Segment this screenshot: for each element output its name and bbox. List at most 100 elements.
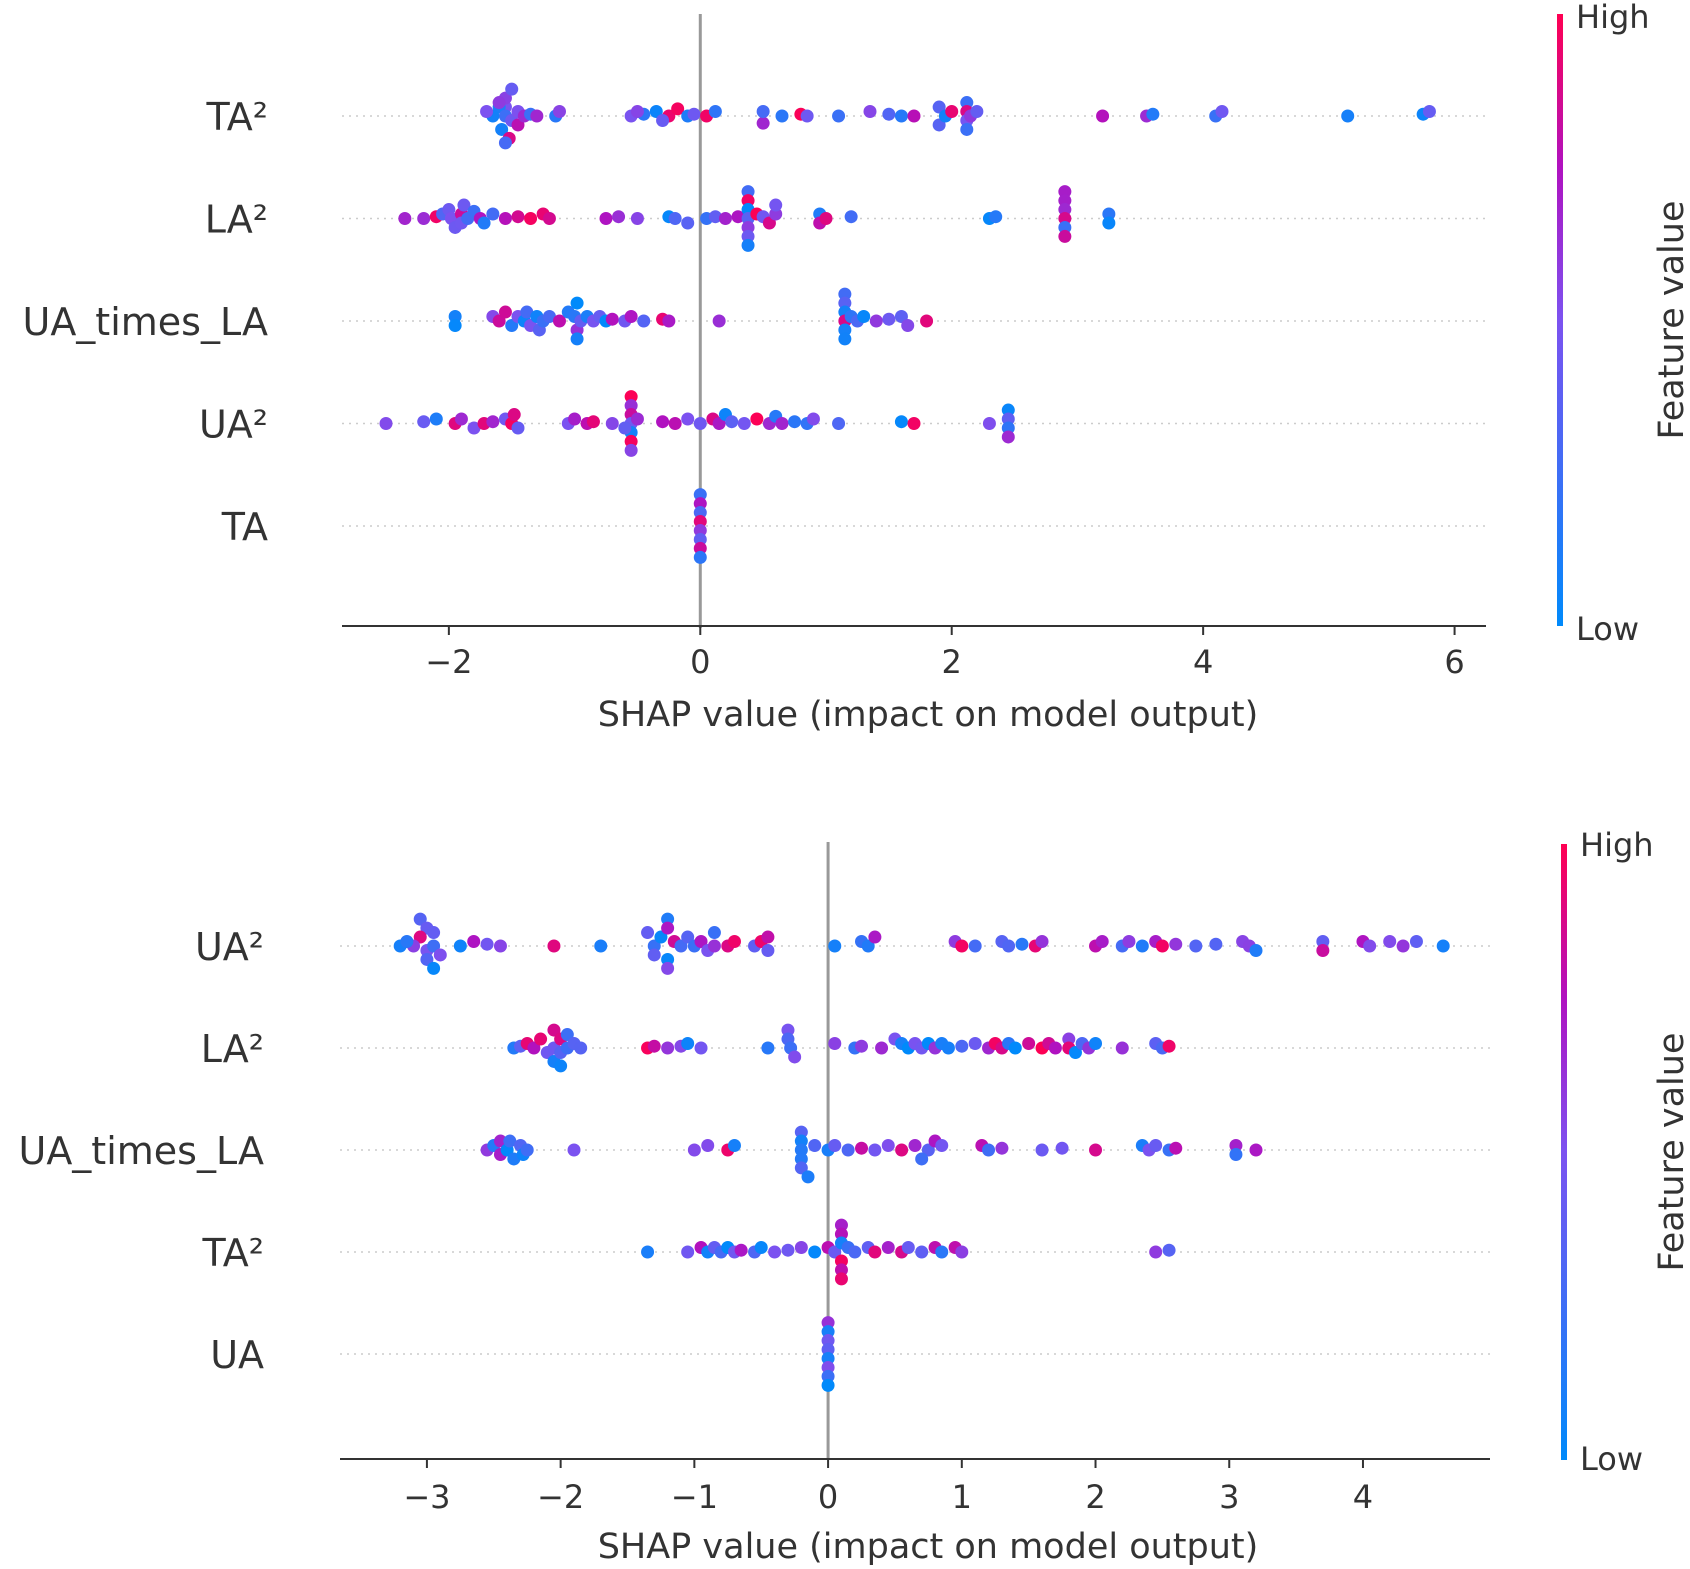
- colorbar-title: Feature value: [1652, 201, 1690, 440]
- shap-point: [775, 417, 789, 430]
- shap-point: [427, 939, 441, 953]
- shap-point: [624, 399, 638, 413]
- shap-point: [1422, 105, 1436, 119]
- shap-point: [1249, 1143, 1263, 1157]
- shap-point: [630, 212, 644, 225]
- feature-label: UA²: [199, 403, 268, 447]
- shap-point: [520, 1143, 534, 1157]
- shap-point: [486, 415, 500, 429]
- shap-point: [624, 390, 638, 404]
- shap-point: [492, 96, 506, 110]
- shap-point: [687, 107, 701, 121]
- shap-point: [1436, 939, 1450, 953]
- shap-point: [754, 1241, 768, 1255]
- shap-point: [493, 939, 507, 953]
- shap-point: [570, 332, 584, 346]
- shap-point: [882, 107, 896, 121]
- shap-point: [574, 1041, 588, 1055]
- shap-point: [788, 1050, 802, 1064]
- shap-point: [641, 1245, 655, 1259]
- x-tick-label: 0: [818, 1478, 838, 1516]
- shap-point: [894, 109, 908, 123]
- shap-point: [960, 122, 974, 136]
- feature-label: UA²: [195, 925, 264, 969]
- shap-point: [524, 212, 538, 225]
- shap-point: [841, 1143, 855, 1157]
- shap-point: [800, 109, 814, 123]
- shap-point: [707, 939, 721, 953]
- shap-point: [1162, 1039, 1176, 1053]
- shap-point: [1002, 939, 1016, 953]
- shap-point: [712, 314, 726, 328]
- shap-point: [895, 1143, 909, 1157]
- shap-point: [547, 939, 561, 953]
- shap-point: [527, 1041, 541, 1055]
- shap-point: [498, 136, 512, 150]
- shap-point: [848, 1245, 862, 1259]
- shap-point: [503, 1134, 517, 1148]
- shap-point: [1058, 220, 1072, 234]
- shap-point: [775, 109, 789, 123]
- shap-point: [821, 1378, 835, 1392]
- shap-point: [834, 1218, 848, 1232]
- shap-point: [417, 415, 431, 429]
- x-tick-label: −2: [537, 1478, 584, 1516]
- shap-point: [570, 296, 584, 310]
- shap-point: [1058, 194, 1072, 208]
- shap-point: [413, 930, 427, 944]
- shap-point: [398, 212, 412, 225]
- colorbar-low-label: Low: [1576, 610, 1639, 648]
- shap-point: [741, 238, 755, 252]
- shap-point: [707, 926, 721, 940]
- shap-point: [693, 515, 707, 529]
- shap-point: [1209, 937, 1223, 951]
- shap-point: [467, 935, 481, 949]
- shap-point: [768, 1245, 782, 1259]
- shap-point: [507, 408, 521, 422]
- shap-point: [552, 314, 566, 328]
- shap-point: [1102, 216, 1116, 230]
- x-tick-label: 2: [1085, 1478, 1105, 1516]
- shap-point: [1135, 939, 1149, 953]
- shap-point: [400, 935, 414, 949]
- shap-point: [1363, 939, 1377, 953]
- shap-point: [901, 318, 915, 332]
- shap-point: [457, 198, 471, 212]
- shap-point: [761, 1041, 775, 1055]
- shap-point: [734, 1243, 748, 1257]
- shap-point: [1035, 935, 1049, 949]
- shap-point: [832, 109, 846, 123]
- shap-point: [1055, 1141, 1069, 1155]
- shap-point: [420, 952, 434, 966]
- shap-point: [788, 415, 802, 429]
- shap-point: [821, 1369, 835, 1383]
- shap-point: [794, 1134, 808, 1148]
- shap-point: [741, 194, 755, 208]
- shap-point: [769, 207, 783, 221]
- shap-point: [838, 323, 852, 337]
- shap-point: [1341, 109, 1355, 123]
- shap-point: [907, 417, 921, 430]
- shap-point: [448, 310, 462, 324]
- points-layer: [379, 82, 1436, 564]
- shap-point: [1068, 1045, 1082, 1059]
- shap-point: [1022, 1037, 1036, 1051]
- shap-point: [821, 1316, 835, 1330]
- feature-label: UA: [210, 1333, 264, 1377]
- shap-point: [605, 312, 619, 326]
- shap-point: [1155, 939, 1169, 953]
- shap-point: [935, 1245, 949, 1259]
- feature-label: TA: [221, 505, 268, 549]
- shap-point: [681, 412, 695, 426]
- shap-point: [901, 1241, 915, 1255]
- shap-point: [427, 926, 441, 940]
- shap-point: [495, 122, 509, 136]
- shap-point: [741, 185, 755, 199]
- shap-point: [828, 1245, 842, 1259]
- x-axis-label: SHAP value (impact on model output): [598, 695, 1259, 735]
- feature-label: LA²: [201, 1027, 264, 1071]
- shap-point: [828, 1037, 842, 1051]
- shap-point: [694, 1041, 708, 1055]
- shap-point: [681, 1245, 695, 1259]
- colorbar-title: Feature value: [1652, 1033, 1690, 1272]
